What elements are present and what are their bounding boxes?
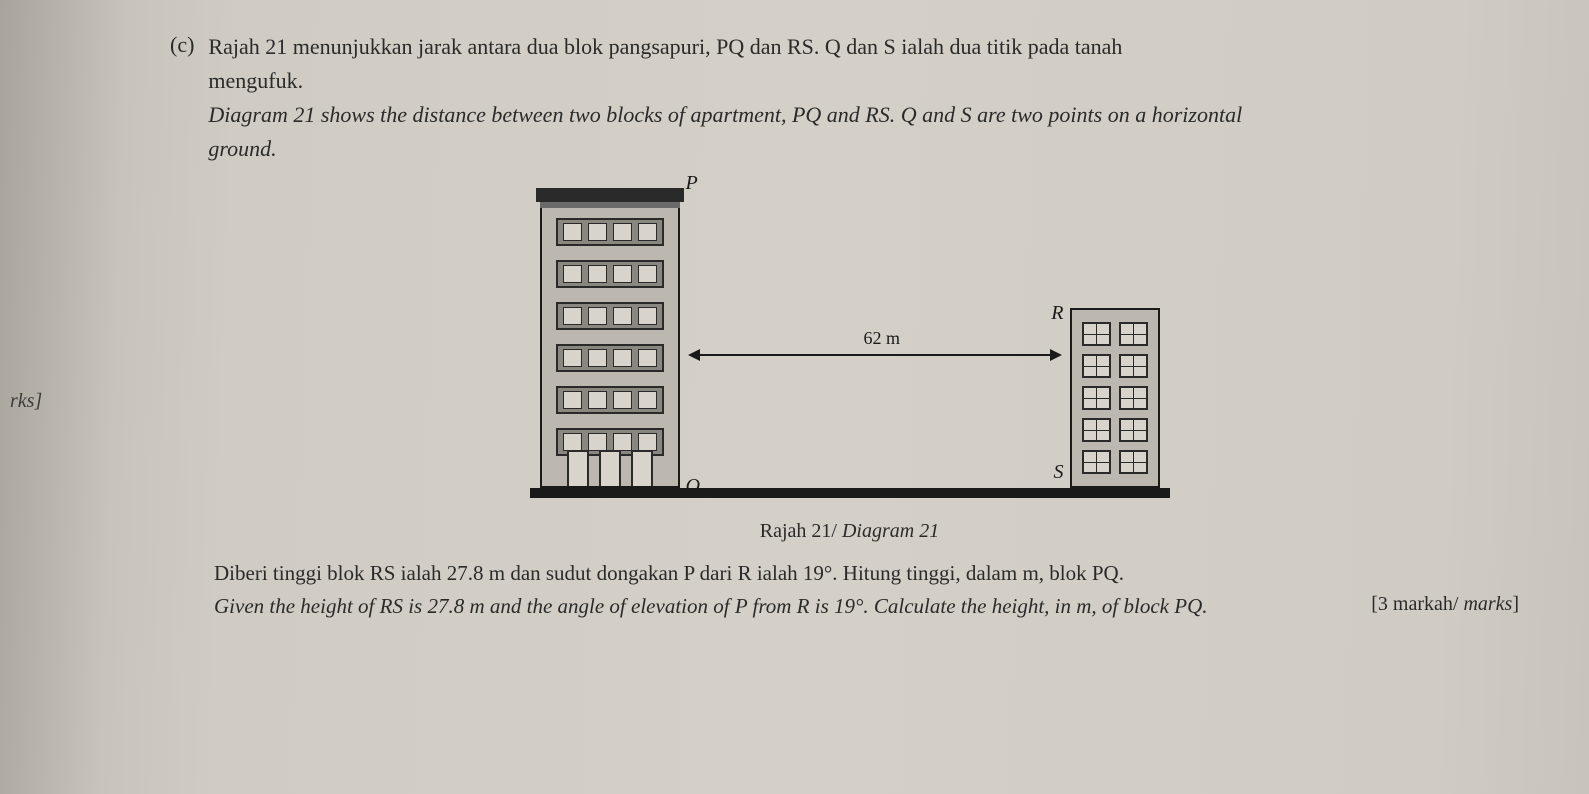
pq-window	[563, 307, 582, 325]
marks-close: ]	[1512, 593, 1519, 615]
rs-floor-3	[1082, 386, 1148, 410]
distance-label: 62 m	[860, 328, 905, 349]
building-rs	[1070, 308, 1160, 488]
pq-window	[588, 391, 607, 409]
pq-window	[588, 265, 607, 283]
pq-window	[613, 391, 632, 409]
pq-window	[588, 433, 607, 451]
pq-floor-3	[556, 302, 664, 330]
pq-window	[563, 265, 582, 283]
pq-floor-4	[556, 344, 664, 372]
pq-door	[599, 450, 621, 486]
question-malay-2: mengufuk.	[208, 64, 1529, 98]
rs-floor-5	[1082, 450, 1148, 474]
marks-malay: markah	[1393, 593, 1453, 615]
pq-floor-5	[556, 386, 664, 414]
building-pq-roof	[536, 188, 684, 202]
question-english-2: ground.	[208, 132, 1529, 166]
marks-sep: /	[1453, 593, 1464, 615]
pq-doors	[566, 450, 654, 486]
pq-window	[563, 349, 582, 367]
label-q: Q	[686, 475, 700, 498]
pq-floor-2	[556, 260, 664, 288]
caption-malay: Rajah 21	[760, 520, 832, 542]
building-pq-roof-trim	[540, 202, 680, 208]
label-s: S	[1054, 461, 1064, 484]
pq-window	[613, 433, 632, 451]
rs-window	[1082, 354, 1111, 378]
pq-window	[613, 265, 632, 283]
pq-window	[638, 265, 657, 283]
pq-window	[588, 349, 607, 367]
given-malay: Diberi tinggi blok RS ialah 27.8 m dan s…	[214, 557, 1529, 590]
rs-floor-2	[1082, 354, 1148, 378]
pq-window	[638, 223, 657, 241]
given-english: Given the height of RS is 27.8 m and the…	[214, 590, 1529, 623]
pq-window	[638, 433, 657, 451]
building-pq	[540, 188, 680, 488]
pq-window	[638, 349, 657, 367]
question-text: Rajah 21 menunjukkan jarak antara dua bl…	[208, 30, 1529, 166]
question-label: (c)	[170, 30, 194, 166]
pq-window	[613, 349, 632, 367]
rs-window	[1119, 386, 1148, 410]
given-text: Diberi tinggi blok RS ialah 27.8 m dan s…	[170, 557, 1529, 622]
pq-window	[563, 223, 582, 241]
rs-floor-1	[1082, 322, 1148, 346]
pq-window	[563, 391, 582, 409]
label-p: P	[686, 172, 698, 195]
rs-window	[1119, 418, 1148, 442]
caption-english: Diagram 21	[842, 520, 939, 542]
pq-window	[613, 223, 632, 241]
rs-window	[1082, 418, 1111, 442]
pq-window	[638, 307, 657, 325]
rs-window	[1082, 322, 1111, 346]
question-english-1: Diagram 21 shows the distance between tw…	[208, 98, 1529, 132]
question-malay-1: Rajah 21 menunjukkan jarak antara dua bl…	[208, 30, 1529, 64]
diagram-caption: Rajah 21/ Diagram 21	[170, 520, 1529, 543]
rs-window	[1082, 386, 1111, 410]
pq-window	[588, 307, 607, 325]
pq-door	[567, 450, 589, 486]
diagram-21: P Q R S 62 m	[530, 176, 1170, 516]
page: rks] (c) Rajah 21 menunjukkan jarak anta…	[0, 0, 1589, 794]
rs-floor-4	[1082, 418, 1148, 442]
marks-label: [3 markah/ marks]	[1371, 589, 1519, 620]
ground-line	[530, 488, 1170, 498]
pq-door	[631, 450, 653, 486]
marks-open: [3	[1371, 593, 1393, 615]
pq-floor-1	[556, 218, 664, 246]
rs-window	[1119, 354, 1148, 378]
marks-english: marks	[1463, 593, 1512, 615]
question-block: (c) Rajah 21 menunjukkan jarak antara du…	[170, 30, 1529, 166]
diagram-container: P Q R S 62 m	[170, 176, 1529, 516]
rs-window	[1082, 450, 1111, 474]
label-r: R	[1051, 302, 1063, 325]
caption-sep: /	[831, 520, 842, 542]
rs-window	[1119, 450, 1148, 474]
margin-fragment: rks]	[10, 390, 42, 413]
distance-arrow	[690, 354, 1060, 356]
pq-window	[563, 433, 582, 451]
pq-window	[638, 391, 657, 409]
pq-window	[613, 307, 632, 325]
pq-window	[588, 223, 607, 241]
rs-window	[1119, 322, 1148, 346]
